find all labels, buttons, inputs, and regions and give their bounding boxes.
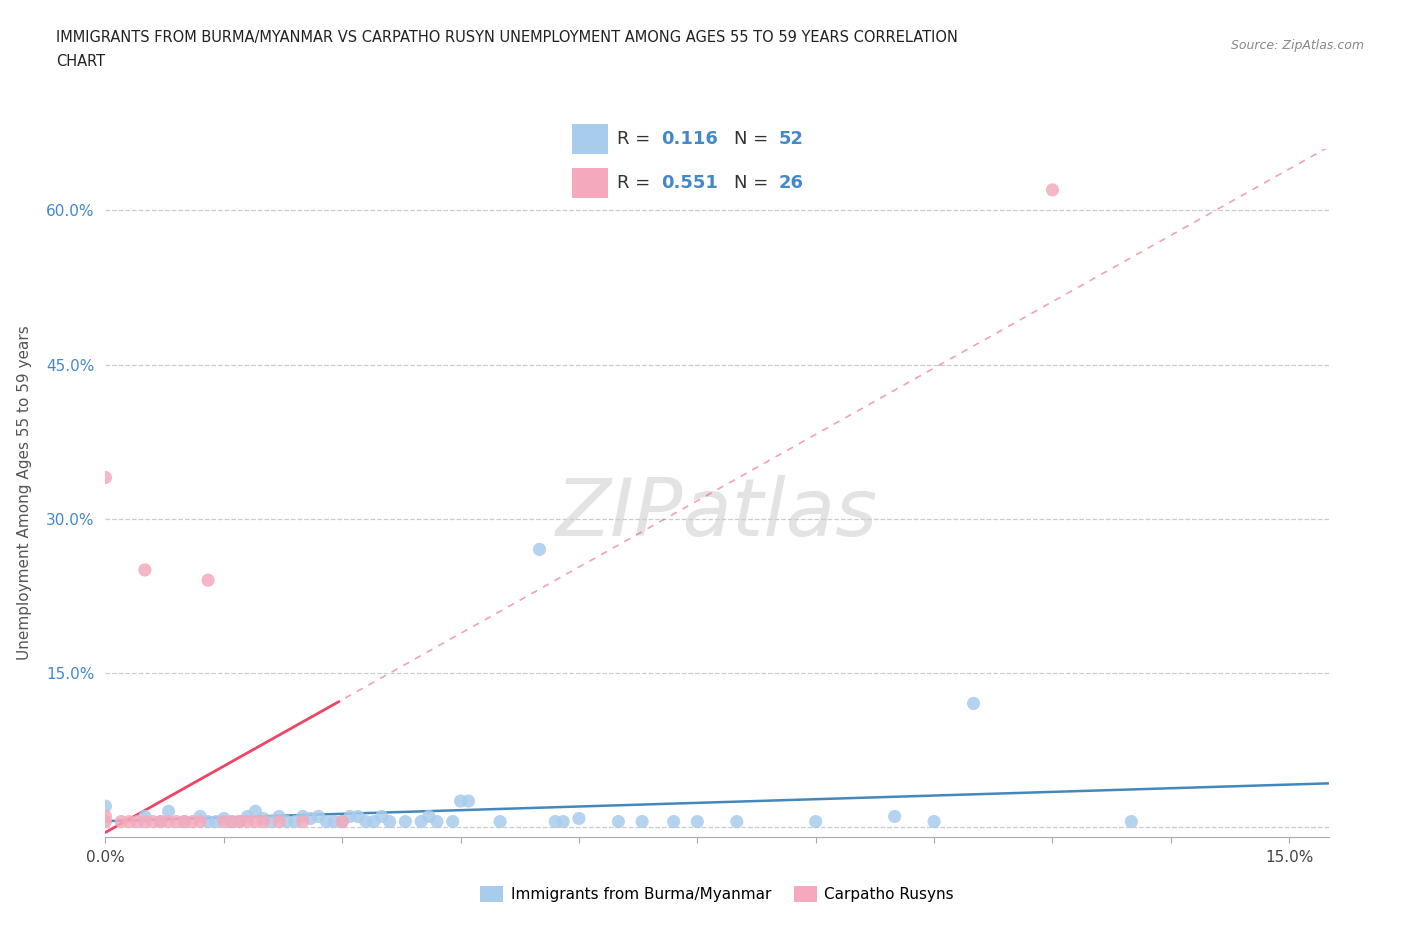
Point xyxy=(962,696,984,711)
Point xyxy=(330,814,353,829)
FancyBboxPatch shape xyxy=(572,168,607,197)
Point xyxy=(426,814,449,829)
Point xyxy=(568,811,591,826)
Point xyxy=(284,814,307,829)
Point xyxy=(553,814,575,829)
Point xyxy=(134,814,156,829)
Point xyxy=(181,814,204,829)
Point xyxy=(411,814,433,829)
Point xyxy=(134,809,156,824)
Point xyxy=(883,809,905,824)
Point xyxy=(236,814,259,829)
Point xyxy=(149,814,172,829)
Point xyxy=(197,573,219,588)
Text: ZIPatlas: ZIPatlas xyxy=(555,474,879,552)
Point xyxy=(134,563,156,578)
Point xyxy=(315,814,337,829)
Point xyxy=(804,814,827,829)
Point xyxy=(378,814,401,829)
Point xyxy=(94,799,117,814)
Point xyxy=(205,814,228,829)
Point xyxy=(394,814,416,829)
Point xyxy=(544,814,567,829)
Point xyxy=(370,809,392,824)
Point xyxy=(221,814,243,829)
Point xyxy=(157,804,180,818)
Point xyxy=(252,814,274,829)
Point xyxy=(236,809,259,824)
Point xyxy=(1042,182,1064,197)
Text: 26: 26 xyxy=(779,174,804,192)
Point xyxy=(267,814,290,829)
Text: CHART: CHART xyxy=(56,54,105,69)
Point xyxy=(212,811,235,826)
Point xyxy=(323,814,346,829)
Point xyxy=(631,814,654,829)
Point xyxy=(94,470,117,485)
Point xyxy=(166,814,188,829)
Point xyxy=(94,814,117,829)
Text: 52: 52 xyxy=(779,130,804,148)
Point xyxy=(94,809,117,824)
FancyBboxPatch shape xyxy=(572,125,607,153)
Point xyxy=(197,814,219,829)
Point xyxy=(267,809,290,824)
Point xyxy=(118,814,141,829)
Point xyxy=(299,811,322,826)
Point xyxy=(228,814,250,829)
Point xyxy=(457,793,479,808)
Text: R =: R = xyxy=(617,130,651,148)
Text: N =: N = xyxy=(734,174,768,192)
Point xyxy=(354,814,377,829)
Point xyxy=(260,814,283,829)
Point xyxy=(125,814,148,829)
Text: 0.116: 0.116 xyxy=(661,130,718,148)
Point xyxy=(188,809,211,824)
Text: IMMIGRANTS FROM BURMA/MYANMAR VS CARPATHO RUSYN UNEMPLOYMENT AMONG AGES 55 TO 59: IMMIGRANTS FROM BURMA/MYANMAR VS CARPATH… xyxy=(56,30,957,45)
Point xyxy=(339,809,361,824)
Point xyxy=(607,814,630,829)
Point xyxy=(291,809,314,824)
Point xyxy=(228,814,250,829)
Point xyxy=(308,809,330,824)
Point xyxy=(418,809,440,824)
Point xyxy=(686,814,709,829)
Point xyxy=(252,811,274,826)
Point xyxy=(276,814,298,829)
Point xyxy=(291,814,314,829)
Point xyxy=(188,814,211,829)
Text: Source: ZipAtlas.com: Source: ZipAtlas.com xyxy=(1230,39,1364,52)
Point xyxy=(330,814,353,829)
Point xyxy=(922,814,945,829)
Point xyxy=(149,814,172,829)
Point xyxy=(450,793,472,808)
Point xyxy=(245,804,267,818)
Text: R =: R = xyxy=(617,174,651,192)
Point xyxy=(347,809,370,824)
Legend: Immigrants from Burma/Myanmar, Carpatho Rusyns: Immigrants from Burma/Myanmar, Carpatho … xyxy=(474,881,960,909)
Point xyxy=(662,814,685,829)
Y-axis label: Unemployment Among Ages 55 to 59 years: Unemployment Among Ages 55 to 59 years xyxy=(17,326,32,660)
Point xyxy=(173,814,195,829)
Point xyxy=(110,814,132,829)
Point xyxy=(221,814,243,829)
Text: N =: N = xyxy=(734,130,768,148)
Point xyxy=(142,814,165,829)
Point xyxy=(725,814,748,829)
Point xyxy=(441,814,464,829)
Point xyxy=(1121,814,1143,829)
Point xyxy=(245,814,267,829)
Point xyxy=(212,814,235,829)
Point xyxy=(157,814,180,829)
Point xyxy=(529,542,551,557)
Text: 0.551: 0.551 xyxy=(661,174,718,192)
Point xyxy=(489,814,512,829)
Point xyxy=(173,814,195,829)
Point xyxy=(363,814,385,829)
